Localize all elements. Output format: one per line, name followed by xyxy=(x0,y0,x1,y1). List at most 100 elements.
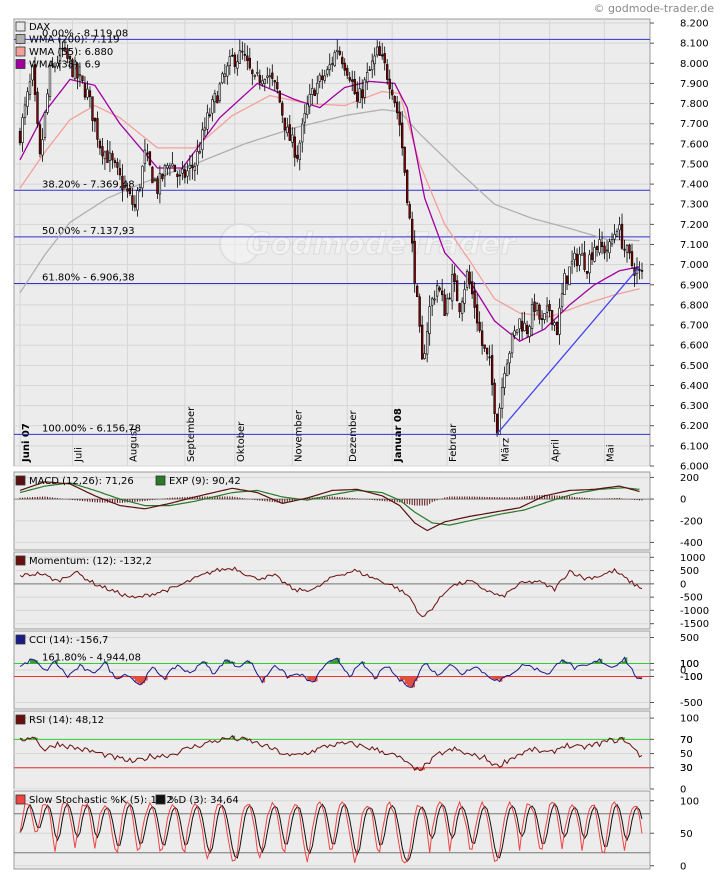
candle-body xyxy=(603,245,606,254)
candle-body xyxy=(426,331,429,355)
candle-body xyxy=(198,151,202,154)
candle-body xyxy=(368,69,371,71)
y-tick-label: 8.100 xyxy=(680,39,709,50)
candle-body xyxy=(416,285,419,297)
candle-body xyxy=(408,204,411,219)
candle-body xyxy=(253,74,256,77)
y-tick-label: -500 xyxy=(680,593,703,604)
rsi-overbought-fill xyxy=(20,738,23,740)
candle-body xyxy=(226,65,229,77)
candle-body xyxy=(470,281,474,295)
y-tick-label: -200 xyxy=(680,516,703,527)
candle-body xyxy=(186,170,189,177)
candle-body xyxy=(233,54,236,67)
candle-body xyxy=(303,113,306,123)
y-tick-label: 6.200 xyxy=(680,421,709,432)
candle-body xyxy=(298,142,301,160)
candle-body xyxy=(181,168,184,174)
candle-body xyxy=(598,239,601,253)
candle-body xyxy=(331,63,334,65)
candle-body xyxy=(540,318,544,321)
candle-body xyxy=(266,75,269,78)
candle-body xyxy=(141,165,144,189)
candle-body xyxy=(575,253,579,267)
candle-body xyxy=(316,82,319,95)
candle-body xyxy=(480,330,484,346)
cci-overbought-fill xyxy=(569,662,573,664)
candle-body xyxy=(63,47,67,50)
candle-body xyxy=(41,139,44,156)
cci-oversold-fill xyxy=(264,676,268,678)
cci-overbought-fill xyxy=(622,661,625,664)
candle-body xyxy=(31,65,34,81)
stoch-d-line xyxy=(19,802,643,863)
candle-body xyxy=(565,275,569,284)
candle-body xyxy=(336,49,339,52)
candle-body xyxy=(148,151,152,166)
cci-oversold-fill xyxy=(67,676,71,678)
candle-body xyxy=(113,160,117,163)
candle-body xyxy=(548,304,551,312)
candle-body xyxy=(490,355,494,385)
legend-label: RSI (14): 48,12 xyxy=(29,715,104,726)
candle-body xyxy=(458,303,461,313)
rsi-oversold-fill xyxy=(422,767,425,770)
cci-overbought-fill xyxy=(52,662,56,664)
candle-body xyxy=(58,47,62,64)
panel-frame xyxy=(13,18,651,467)
candle-body xyxy=(38,124,42,155)
candle-body xyxy=(600,241,604,247)
y-tick-label: 50 xyxy=(680,749,693,760)
candle-body xyxy=(483,344,486,349)
candle-body xyxy=(91,96,94,121)
candle-body xyxy=(286,126,289,134)
candle-body xyxy=(450,274,454,302)
candle-body xyxy=(33,64,37,95)
candle-body xyxy=(83,83,87,98)
wma200-line xyxy=(19,108,640,294)
candle-body xyxy=(640,270,644,272)
candle-body xyxy=(56,62,59,67)
candle-body xyxy=(308,93,311,107)
candle-body xyxy=(201,129,204,151)
candle-body xyxy=(346,67,349,76)
cci-oversold-fill xyxy=(402,676,405,680)
candle-body xyxy=(213,93,217,103)
month-label: Januar 08 xyxy=(393,408,404,463)
candle-body xyxy=(361,89,364,98)
candle-body xyxy=(378,46,381,56)
candle-body xyxy=(151,166,154,184)
cci-oversold-fill xyxy=(117,676,121,679)
candle-body xyxy=(605,249,609,252)
candle-body xyxy=(283,117,286,131)
logo-text: GodmodeTrader xyxy=(246,227,517,262)
legend-label: Momentum: (12): -132,2 xyxy=(29,556,152,567)
candle-body xyxy=(221,73,224,84)
candle-body xyxy=(288,124,291,141)
legend-swatch xyxy=(155,794,166,805)
rsi-overbought-fill xyxy=(29,738,33,740)
candle-body xyxy=(48,65,52,97)
candle-body xyxy=(560,293,564,307)
candle-body xyxy=(558,307,561,335)
y-tick-label: 8.000 xyxy=(680,59,709,70)
cci-level-label: 100 xyxy=(680,659,699,670)
candle-body xyxy=(411,218,414,244)
logo-globe-icon xyxy=(219,223,261,265)
panel-frame xyxy=(13,551,651,630)
rsi-overbought-fill xyxy=(612,738,615,740)
candle-body xyxy=(116,162,119,168)
candle-body xyxy=(475,304,479,324)
candle-body xyxy=(428,306,431,334)
candle-body xyxy=(500,387,504,409)
candle-body xyxy=(533,301,536,312)
candle-body xyxy=(293,136,296,158)
price-panel-content: 0.00% - 8.119,08 38.20% - 7.369,48 50.00% … xyxy=(14,21,650,437)
candle-body xyxy=(23,104,27,118)
candle-body xyxy=(278,90,281,103)
panel-frame xyxy=(13,471,651,551)
candle-body xyxy=(258,74,261,84)
y-tick-label: 7.400 xyxy=(680,180,709,191)
legend-label: DAX xyxy=(29,22,50,33)
